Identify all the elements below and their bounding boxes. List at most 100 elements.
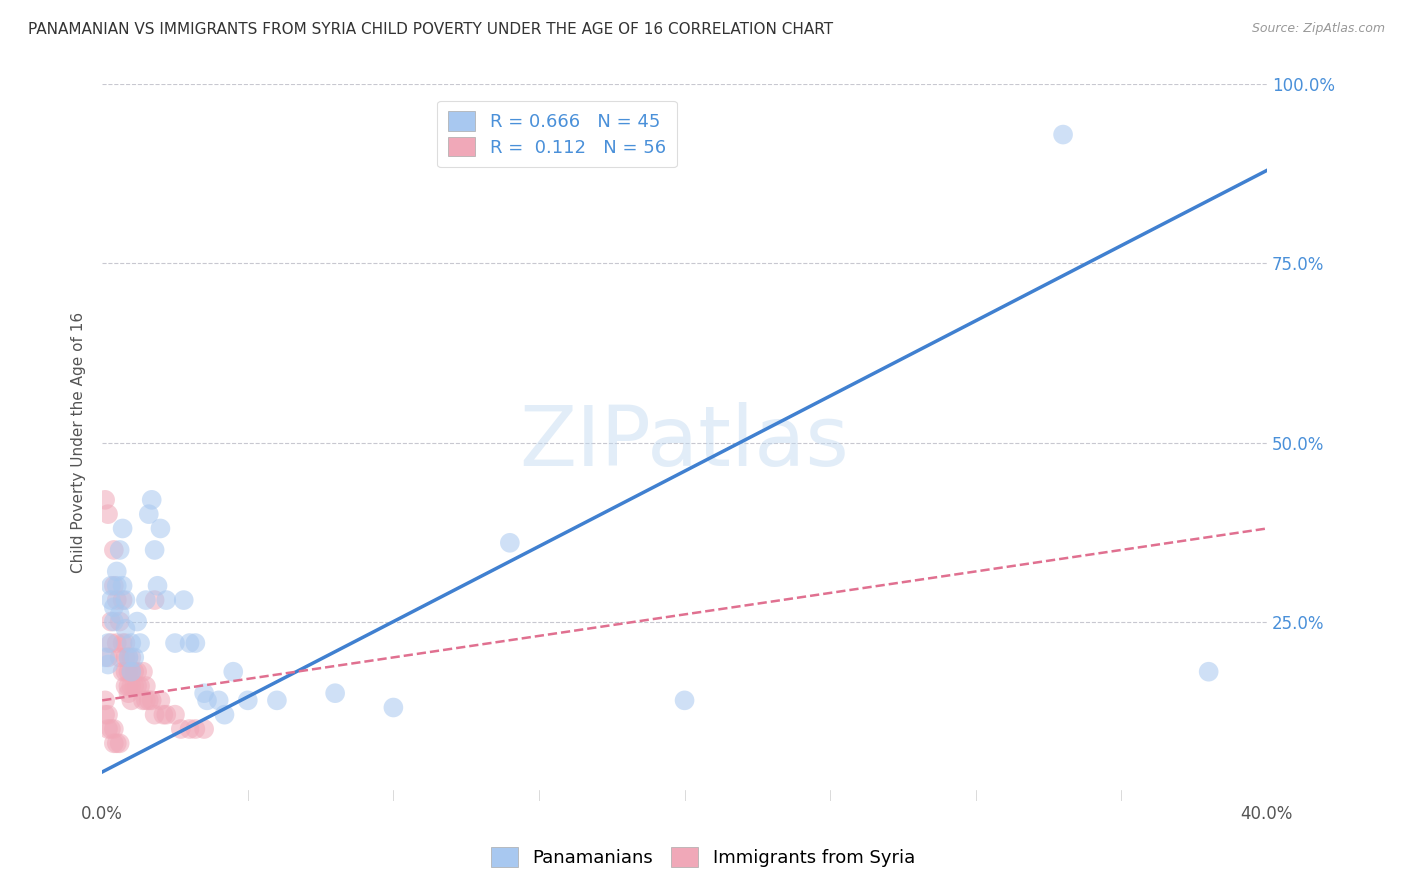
- Point: [499, 536, 522, 550]
- Legend: Panamanians, Immigrants from Syria: Panamanians, Immigrants from Syria: [484, 839, 922, 874]
- Point: [108, 736, 131, 750]
- Point: [1198, 665, 1220, 679]
- Point: [193, 686, 215, 700]
- Point: [120, 679, 142, 693]
- Point: [103, 722, 125, 736]
- Point: [193, 722, 215, 736]
- Point: [103, 615, 125, 629]
- Point: [100, 579, 122, 593]
- Point: [170, 722, 193, 736]
- Point: [114, 622, 136, 636]
- Point: [97, 722, 120, 736]
- Point: [149, 693, 172, 707]
- Point: [97, 507, 120, 521]
- Point: [184, 636, 207, 650]
- Point: [114, 650, 136, 665]
- Point: [163, 707, 186, 722]
- Point: [114, 665, 136, 679]
- Point: [120, 693, 142, 707]
- Point: [105, 736, 128, 750]
- Point: [120, 636, 142, 650]
- Point: [114, 679, 136, 693]
- Point: [120, 665, 142, 679]
- Point: [103, 543, 125, 558]
- Text: PANAMANIAN VS IMMIGRANTS FROM SYRIA CHILD POVERTY UNDER THE AGE OF 16 CORRELATIO: PANAMANIAN VS IMMIGRANTS FROM SYRIA CHIL…: [28, 22, 834, 37]
- Point: [100, 615, 122, 629]
- Point: [122, 650, 145, 665]
- Point: [105, 579, 128, 593]
- Point: [97, 707, 120, 722]
- Point: [184, 722, 207, 736]
- Point: [141, 492, 163, 507]
- Point: [236, 693, 259, 707]
- Point: [100, 593, 122, 607]
- Point: [117, 679, 139, 693]
- Point: [111, 665, 134, 679]
- Point: [94, 707, 117, 722]
- Point: [673, 693, 696, 707]
- Point: [135, 593, 157, 607]
- Point: [117, 665, 139, 679]
- Point: [138, 693, 160, 707]
- Point: [120, 650, 142, 665]
- Text: Source: ZipAtlas.com: Source: ZipAtlas.com: [1251, 22, 1385, 36]
- Point: [222, 665, 245, 679]
- Point: [143, 593, 166, 607]
- Point: [111, 521, 134, 535]
- Point: [100, 636, 122, 650]
- Point: [143, 543, 166, 558]
- Point: [155, 707, 177, 722]
- Point: [143, 707, 166, 722]
- Point: [382, 700, 405, 714]
- Text: ZIPatlas: ZIPatlas: [520, 402, 849, 483]
- Point: [1052, 128, 1074, 142]
- Point: [323, 686, 346, 700]
- Point: [208, 693, 231, 707]
- Point: [129, 679, 152, 693]
- Point: [117, 650, 139, 665]
- Point: [111, 636, 134, 650]
- Point: [135, 693, 157, 707]
- Point: [103, 600, 125, 615]
- Point: [179, 636, 201, 650]
- Point: [122, 679, 145, 693]
- Point: [111, 579, 134, 593]
- Point: [127, 665, 149, 679]
- Point: [135, 679, 157, 693]
- Point: [105, 636, 128, 650]
- Point: [108, 615, 131, 629]
- Point: [97, 650, 120, 665]
- Point: [122, 665, 145, 679]
- Point: [173, 593, 195, 607]
- Point: [266, 693, 288, 707]
- Point: [94, 492, 117, 507]
- Point: [179, 722, 201, 736]
- Point: [94, 693, 117, 707]
- Point: [108, 650, 131, 665]
- Point: [108, 607, 131, 622]
- Point: [105, 565, 128, 579]
- Point: [97, 636, 120, 650]
- Y-axis label: Child Poverty Under the Age of 16: Child Poverty Under the Age of 16: [72, 312, 86, 573]
- Point: [138, 507, 160, 521]
- Point: [117, 686, 139, 700]
- Point: [155, 593, 177, 607]
- Point: [214, 707, 236, 722]
- Point: [132, 665, 155, 679]
- Point: [111, 593, 134, 607]
- Point: [94, 650, 117, 665]
- Point: [100, 722, 122, 736]
- Point: [127, 615, 149, 629]
- Point: [97, 657, 120, 672]
- Point: [114, 636, 136, 650]
- Point: [114, 593, 136, 607]
- Point: [103, 579, 125, 593]
- Point: [117, 650, 139, 665]
- Point: [108, 543, 131, 558]
- Point: [141, 693, 163, 707]
- Point: [195, 693, 218, 707]
- Legend: R = 0.666   N = 45, R =  0.112   N = 56: R = 0.666 N = 45, R = 0.112 N = 56: [437, 101, 676, 168]
- Point: [120, 665, 142, 679]
- Point: [163, 636, 186, 650]
- Point: [152, 707, 174, 722]
